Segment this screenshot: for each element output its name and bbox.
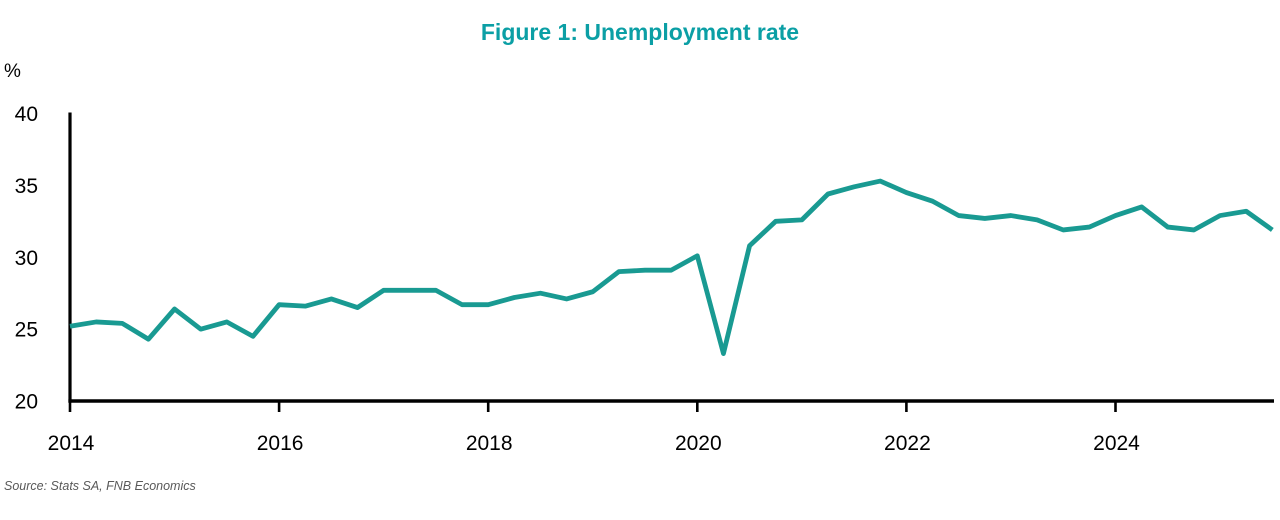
- y-tick-label: 30: [15, 247, 38, 270]
- x-tick-label: 2024: [1093, 432, 1140, 455]
- y-tick-label: 20: [15, 391, 38, 414]
- x-tick-label: 2022: [884, 432, 931, 455]
- y-axis-unit-label: %: [4, 61, 21, 82]
- x-tick-label: 2016: [257, 432, 304, 455]
- x-tick-label: 2018: [466, 432, 513, 455]
- x-tick-label: 2020: [675, 432, 722, 455]
- y-tick-label: 40: [15, 103, 38, 126]
- x-tick-label: 2014: [48, 432, 95, 455]
- chart-title: Figure 1: Unemployment rate: [480, 19, 800, 45]
- unemployment-rate-line: [69, 178, 1274, 356]
- y-tick-label: 35: [15, 175, 38, 198]
- source-note: Source: Stats SA, FNB Economics: [4, 479, 196, 493]
- y-tick-label: 25: [15, 319, 38, 342]
